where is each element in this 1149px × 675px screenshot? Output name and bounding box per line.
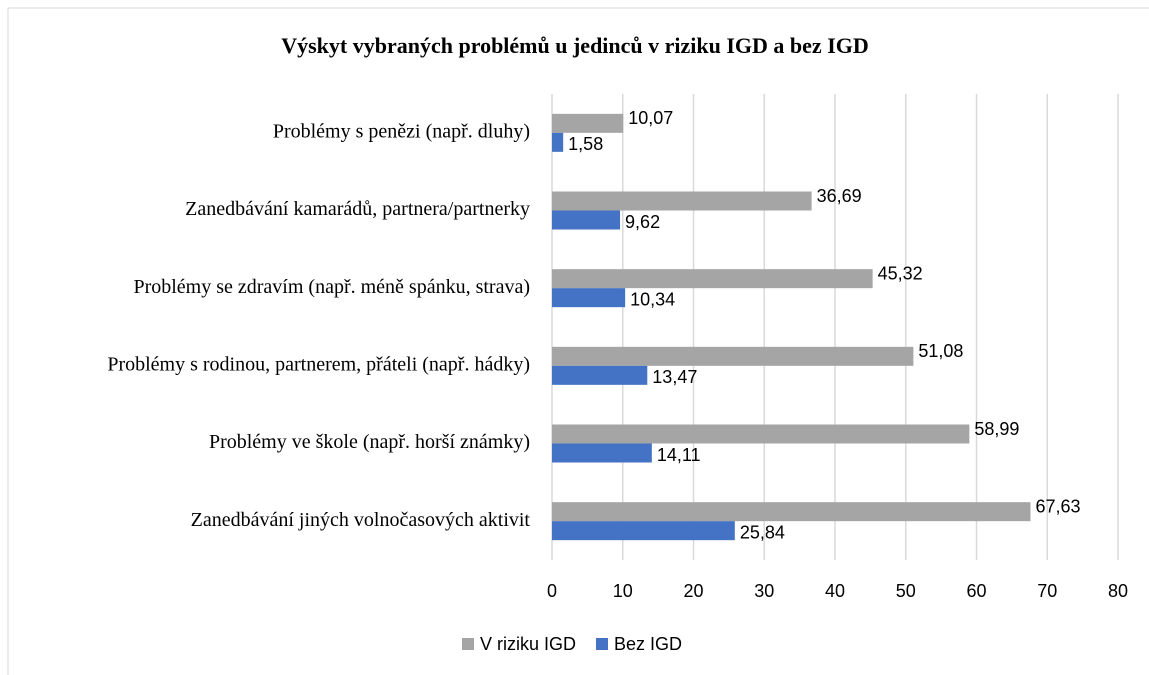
bar	[552, 269, 873, 289]
legend-swatch	[462, 638, 474, 650]
bar	[552, 210, 621, 230]
bar	[552, 113, 624, 133]
bar	[552, 365, 648, 385]
x-tick-label: 10	[613, 581, 633, 601]
x-tick-label: 70	[1037, 581, 1057, 601]
x-tick-label: 20	[683, 581, 703, 601]
bar	[552, 288, 626, 308]
y-tick-label: Problémy ve škole (např. horší známky)	[209, 431, 530, 453]
legend-label: V riziku IGD	[480, 634, 576, 654]
data-label: 67,63	[1035, 496, 1080, 516]
x-tick-label: 30	[754, 581, 774, 601]
bar	[552, 132, 564, 152]
data-label: 58,99	[974, 419, 1019, 439]
bar	[552, 502, 1031, 522]
data-label: 51,08	[918, 341, 963, 361]
data-label: 14,11	[657, 445, 701, 465]
y-tick-label: Zanedbávání jiných volnočasových aktivit	[191, 509, 531, 531]
legend-label: Bez IGD	[614, 634, 682, 654]
bar	[552, 443, 652, 463]
data-label: 25,84	[740, 522, 785, 542]
bar	[552, 521, 735, 541]
y-tick-label: Problémy s penězi (např. dluhy)	[273, 120, 530, 142]
bar	[552, 346, 914, 366]
x-tick-label: 40	[825, 581, 845, 601]
y-tick-label: Zanedbávání kamarádů, partnera/partnerky	[185, 198, 530, 220]
x-tick-label: 80	[1108, 581, 1128, 601]
x-tick-label: 0	[547, 581, 557, 601]
bar	[552, 424, 970, 444]
bar	[552, 191, 812, 211]
data-label: 10,07	[628, 108, 673, 128]
data-label: 1,58	[568, 134, 603, 154]
x-tick-label: 50	[896, 581, 916, 601]
y-tick-label: Problémy s rodinou, partnerem, přáteli (…	[107, 353, 530, 375]
legend-swatch	[596, 638, 609, 650]
chart-title: Výskyt vybraných problémů u jedinců v ri…	[281, 33, 869, 58]
chart-frame	[7, 7, 1149, 675]
data-label: 45,32	[878, 263, 923, 283]
data-label: 9,62	[625, 212, 660, 232]
data-label: 13,47	[652, 367, 697, 387]
data-label: 10,34	[630, 289, 675, 309]
y-tick-label: Problémy se zdravím (např. méně spánku, …	[133, 276, 530, 298]
x-tick-label: 60	[966, 581, 986, 601]
data-label: 36,69	[817, 186, 862, 206]
